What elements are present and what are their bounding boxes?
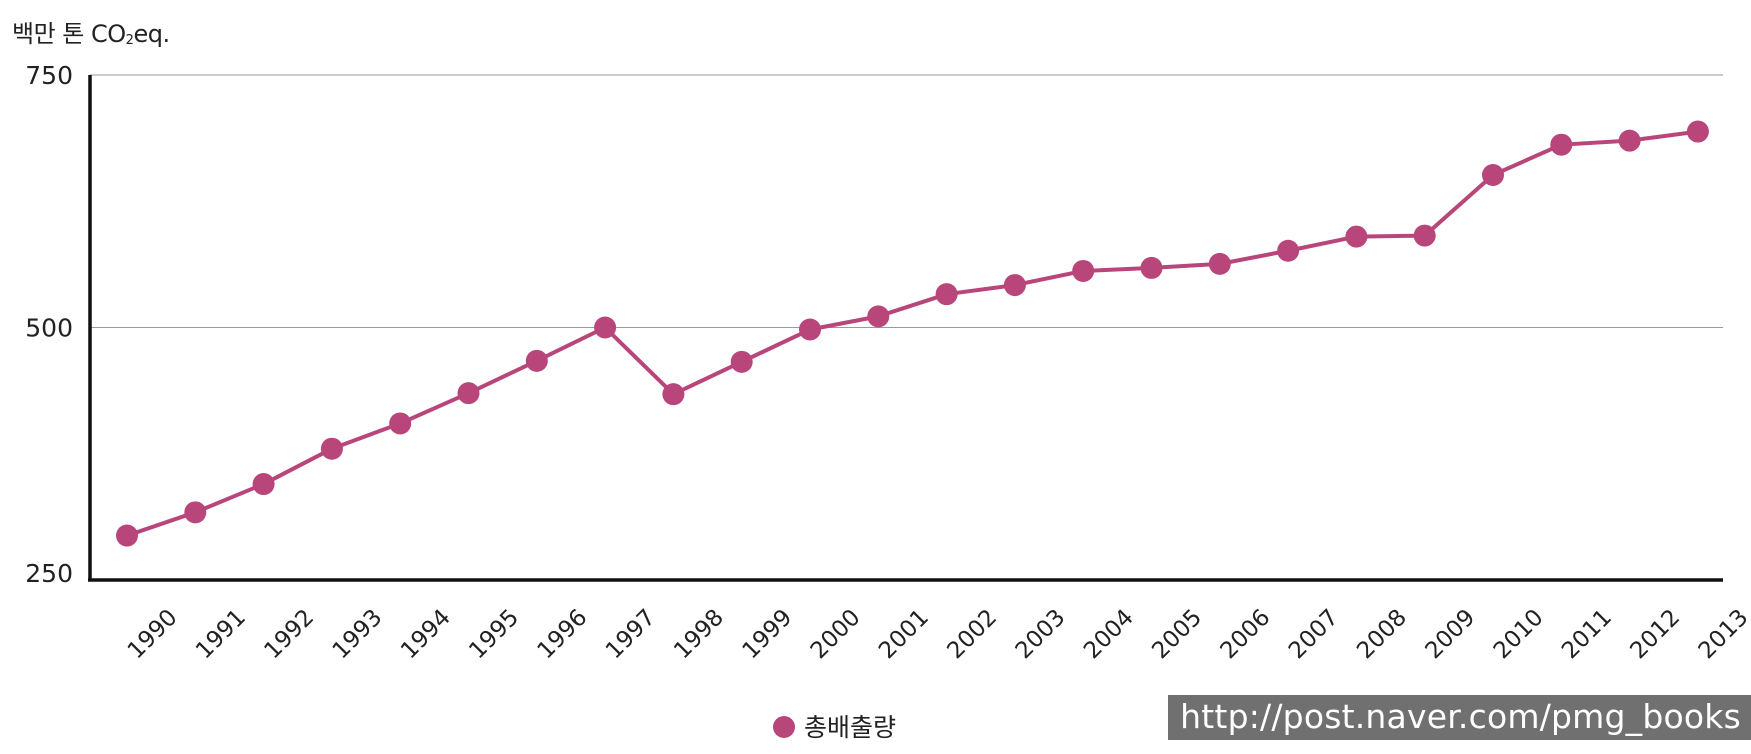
- x-tick-label: 2007: [1284, 604, 1344, 664]
- x-tick-label: 2009: [1421, 604, 1481, 664]
- data-point: [730, 350, 753, 373]
- x-tick-label: 2008: [1352, 604, 1412, 664]
- x-tick-label: 1993: [328, 604, 388, 664]
- x-tick-label: 1997: [601, 604, 661, 664]
- data-point: [1550, 133, 1573, 156]
- y-axis-unit-label: 백만 톤 CO2eq.: [12, 20, 170, 48]
- data-point: [116, 524, 138, 547]
- data-point: [1003, 274, 1026, 297]
- data-point: [1345, 225, 1368, 248]
- x-tick-label: 1994: [396, 604, 456, 664]
- data-point: [457, 382, 480, 405]
- data-point: [389, 412, 412, 435]
- x-tick-label: 1992: [259, 604, 319, 664]
- y-tick-label: 750: [25, 61, 73, 90]
- series-line: [126, 129, 1699, 538]
- x-tick-label: 2001: [874, 604, 934, 664]
- data-point: [594, 316, 617, 339]
- x-tick-label: 1998: [669, 604, 729, 664]
- legend-label: 총배출량: [804, 713, 896, 742]
- y-tick-label: 250: [25, 559, 73, 588]
- x-tick-label: 1991: [191, 604, 251, 664]
- x-tick-label: 2012: [1625, 604, 1685, 664]
- x-tick-label: 2006: [1216, 604, 1276, 664]
- x-tick-label: 2000: [806, 604, 866, 664]
- y-tick-label: 500: [25, 314, 73, 343]
- data-point: [1277, 239, 1300, 262]
- watermark-url: http://post.naver.com/pmg_books: [1168, 695, 1751, 740]
- x-tick-label: 1999: [738, 604, 798, 664]
- x-tick-label: 2011: [1557, 604, 1617, 664]
- x-tick-label: 2003: [1011, 604, 1071, 664]
- data-point: [525, 349, 548, 372]
- x-tick-label: 2005: [1147, 604, 1207, 664]
- data-point: [1413, 224, 1436, 247]
- data-point: [1482, 163, 1504, 186]
- data-point: [867, 305, 890, 328]
- data-point: [252, 473, 275, 496]
- legend-marker: [773, 716, 795, 738]
- x-tick-label: 2010: [1489, 604, 1549, 664]
- x-tick-label: 1995: [464, 604, 524, 664]
- x-tick-label: 2002: [942, 604, 1002, 664]
- data-point: [1072, 259, 1095, 282]
- x-tick-label: 2013: [1694, 604, 1751, 664]
- data-point: [1618, 129, 1641, 152]
- data-point: [935, 283, 958, 306]
- data-point: [662, 383, 685, 406]
- data-point: [799, 318, 821, 341]
- data-point: [1208, 252, 1231, 275]
- data-point: [320, 437, 343, 460]
- x-tick-label: 2004: [1079, 604, 1139, 664]
- data-point: [1140, 256, 1163, 279]
- data-point: [184, 501, 207, 524]
- x-tick-label: 1996: [533, 604, 593, 664]
- x-tick-label: 1990: [123, 604, 183, 664]
- data-point: [1686, 120, 1709, 143]
